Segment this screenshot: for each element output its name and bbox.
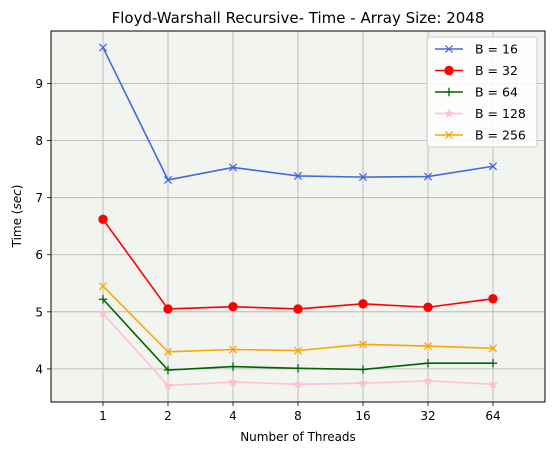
data-point xyxy=(98,295,108,304)
y-tick-label: 8 xyxy=(35,134,43,148)
y-axis-ticks: 4 5 6 7 8 9 xyxy=(35,77,51,376)
data-point xyxy=(163,175,173,185)
data-point xyxy=(97,308,109,318)
data-point xyxy=(293,364,303,373)
data-point xyxy=(488,344,498,353)
series-b-16 xyxy=(98,43,498,185)
y-axis-label-text: Time ( xyxy=(10,210,24,249)
data-point xyxy=(444,87,454,97)
data-point xyxy=(488,162,498,171)
data-point xyxy=(423,342,433,351)
x-axis-ticks: 1 2 4 8 16 32 64 xyxy=(99,402,501,423)
y-tick-label: 5 xyxy=(35,305,43,319)
x-tick-label: 4 xyxy=(229,409,237,423)
y-axis-label-close: ) xyxy=(10,185,24,190)
data-point xyxy=(444,130,454,140)
series-b-32 xyxy=(98,214,498,314)
data-point xyxy=(227,376,239,387)
data-point xyxy=(422,375,434,386)
data-point xyxy=(292,378,304,389)
x-tick-label: 64 xyxy=(485,409,500,423)
data-point xyxy=(162,380,174,390)
data-point xyxy=(293,346,303,355)
data-point xyxy=(423,302,433,312)
series-b-128 xyxy=(97,308,499,390)
x-tick-label: 32 xyxy=(420,409,435,423)
data-point xyxy=(228,301,238,312)
y-tick-label: 7 xyxy=(35,191,43,205)
y-tick-label: 4 xyxy=(35,362,43,376)
data-point xyxy=(488,358,498,368)
x-tick-label: 1 xyxy=(99,409,107,423)
data-point xyxy=(293,171,303,181)
x-axis-label: Number of Threads xyxy=(240,430,356,444)
series-b-256 xyxy=(98,282,498,356)
data-point xyxy=(98,43,108,52)
data-point xyxy=(487,378,499,389)
x-tick-label: 8 xyxy=(294,409,302,423)
data-point xyxy=(228,163,238,172)
data-point xyxy=(358,299,368,309)
y-tick-label: 6 xyxy=(35,248,43,262)
y-axis-label: Time (sec) xyxy=(10,185,24,249)
legend-item: B = 32 xyxy=(435,63,518,78)
data-point xyxy=(358,173,368,182)
legend-item: B = 256 xyxy=(435,128,526,143)
legend-item: B = 16 xyxy=(435,42,518,57)
data-point xyxy=(293,304,303,314)
grid xyxy=(51,31,545,402)
legend-box xyxy=(426,36,538,148)
data-point xyxy=(228,362,238,371)
data-point xyxy=(358,340,368,349)
legend-item: B = 64 xyxy=(435,85,518,100)
data-point xyxy=(423,172,433,181)
data-point xyxy=(357,377,369,388)
x-tick-label: 16 xyxy=(355,409,370,423)
legend-label: B = 64 xyxy=(475,85,518,100)
data-point xyxy=(98,214,108,225)
data-point xyxy=(423,358,433,368)
data-point xyxy=(443,108,455,118)
data-point xyxy=(358,365,368,374)
legend: B = 16 B = 32 B = 64 B = 128 B = 256 xyxy=(426,36,538,148)
y-tick-label: 9 xyxy=(35,77,43,91)
series-b-64 xyxy=(98,295,498,375)
legend-label: B = 16 xyxy=(475,42,518,57)
legend-label: B = 128 xyxy=(475,106,526,121)
data-point xyxy=(228,345,238,354)
data-point xyxy=(163,347,173,356)
legend-label: B = 256 xyxy=(475,128,526,143)
data-point xyxy=(444,44,454,54)
legend-item: B = 128 xyxy=(435,106,526,121)
y-axis-label-unit: sec xyxy=(10,189,24,210)
data-point xyxy=(444,65,454,76)
x-tick-label: 2 xyxy=(164,409,172,423)
chart-title: Floyd-Warshall Recursive- Time - Array S… xyxy=(112,9,485,27)
data-point xyxy=(163,365,173,375)
legend-label: B = 32 xyxy=(475,63,518,78)
data-point xyxy=(488,293,498,304)
data-point xyxy=(163,304,173,314)
data-point xyxy=(98,282,108,291)
series-layer xyxy=(97,43,499,390)
